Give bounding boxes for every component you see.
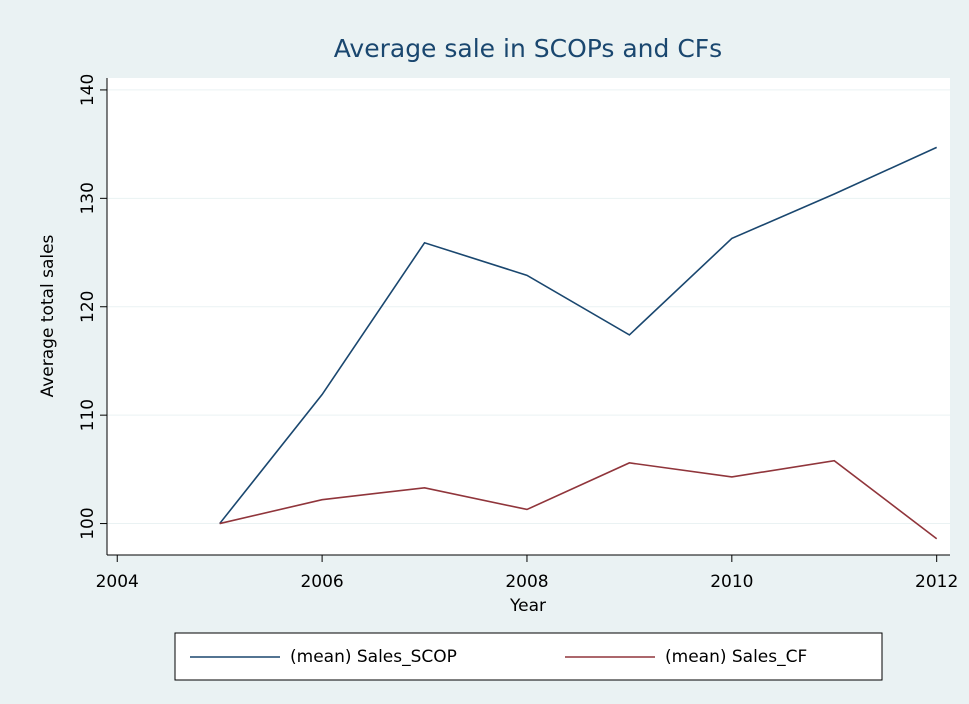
x-tick-label: 2012 bbox=[915, 572, 958, 592]
x-tick-label: 2008 bbox=[505, 572, 548, 592]
legend bbox=[174, 632, 883, 681]
y-tick-label: 140 bbox=[78, 74, 98, 106]
chart-title: Average sale in SCOPs and CFs bbox=[334, 34, 722, 63]
y-tick-label: 100 bbox=[78, 507, 98, 539]
x-tick-label: 2006 bbox=[300, 572, 343, 592]
legend-label: (mean) Sales_CF bbox=[665, 647, 807, 667]
y-tick-label: 130 bbox=[78, 182, 98, 214]
y-tick-label: 110 bbox=[78, 399, 98, 431]
y-tick-label: 120 bbox=[78, 291, 98, 323]
legend-label: (mean) Sales_SCOP bbox=[290, 647, 457, 667]
x-tick-label: 2004 bbox=[96, 572, 139, 592]
plot-area bbox=[107, 78, 950, 555]
x-tick-label: 2010 bbox=[710, 572, 753, 592]
y-axis-title: Average total sales bbox=[38, 234, 58, 397]
series-line bbox=[219, 459, 938, 540]
x-axis-title: Year bbox=[509, 596, 546, 616]
series-line bbox=[219, 146, 938, 525]
